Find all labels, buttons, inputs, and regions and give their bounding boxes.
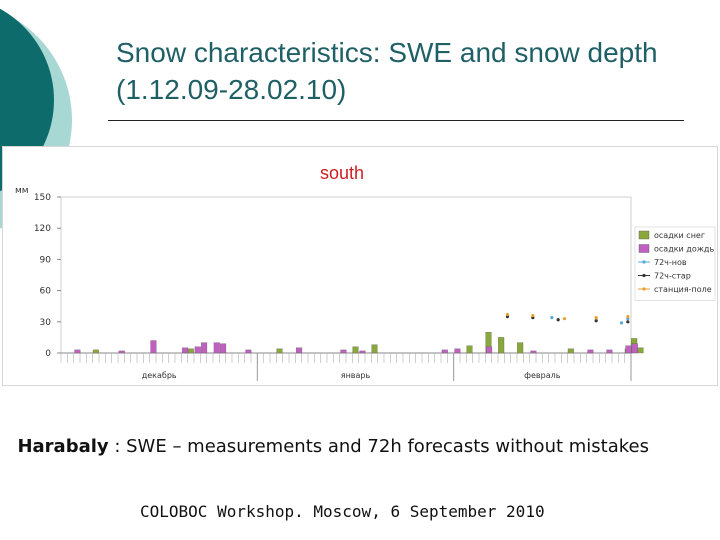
title-divider — [108, 120, 684, 121]
legend-label: 72ч-стар — [654, 272, 691, 281]
bar-8aa83a — [637, 347, 644, 354]
bar-c060c0 — [213, 342, 220, 354]
bar-c060c0 — [587, 349, 594, 354]
legend-label: осадки дождь — [654, 245, 714, 254]
bar-8aa83a — [498, 337, 505, 354]
slide-footer: COLOBOC Workshop. Moscow, 6 September 20… — [140, 502, 545, 521]
slide-caption: Harabaly : SWE – measurements and 72h fo… — [6, 434, 706, 459]
bar-8aa83a — [371, 344, 378, 354]
legend-box — [634, 226, 716, 301]
bar-c060c0 — [340, 349, 347, 354]
bar-c060c0 — [74, 349, 81, 354]
y-axis-label: мм — [15, 186, 29, 196]
bar-8aa83a — [187, 348, 194, 354]
point-marker — [505, 312, 510, 317]
point-marker — [619, 321, 624, 325]
bar-c060c0 — [625, 345, 632, 354]
x-month-label: февраль — [524, 371, 561, 380]
bar-8aa83a — [517, 342, 524, 354]
legend-marker — [642, 287, 646, 291]
chart-panel: south мм 0 30 60 90 120 150 декабрь январь февраль… — [2, 146, 718, 386]
point-marker — [594, 316, 598, 320]
point-marker — [562, 317, 567, 321]
chart-title: south — [320, 163, 364, 183]
point-marker — [556, 318, 560, 322]
bar-c060c0 — [245, 349, 252, 354]
bar-c060c0 — [631, 343, 638, 354]
bar-8aa83a — [466, 345, 473, 354]
y-tick-label: 30 — [40, 318, 52, 328]
y-tick-label: 60 — [40, 287, 52, 297]
dark-teal-arc — [0, 8, 54, 192]
legend-label: осадки снег — [654, 231, 705, 240]
bar-c060c0 — [486, 346, 493, 354]
bar-c060c0 — [359, 350, 366, 354]
bar-c060c0 — [530, 350, 537, 354]
legend-label: станция-поле — [654, 285, 712, 294]
bar-c060c0 — [194, 346, 201, 354]
legend-label: 72ч-нов — [654, 258, 687, 267]
point-marker — [594, 319, 598, 323]
bar-8aa83a — [276, 348, 283, 354]
bar-c060c0 — [220, 343, 227, 354]
bar-c060c0 — [182, 347, 189, 354]
bar-c060c0 — [454, 348, 461, 354]
bar-c060c0 — [606, 349, 613, 354]
caption-station: Harabaly — [17, 436, 109, 457]
y-tick-label: 150 — [34, 193, 51, 203]
legend-swatch — [638, 230, 650, 240]
bar-8aa83a — [352, 346, 359, 354]
x-month-label: январь — [341, 371, 371, 380]
y-tick-label: 120 — [34, 224, 51, 234]
caption-text: : SWE – measurements and 72h forecasts w… — [108, 436, 649, 457]
bar-8aa83a — [92, 349, 99, 354]
snow-chart: south мм 0 30 60 90 120 150 декабрь январь февраль… — [15, 163, 716, 381]
x-month-label: декабрь — [142, 371, 177, 380]
slide-title: Snow characteristics: SWE and snow depth… — [116, 37, 658, 105]
bar-c060c0 — [150, 340, 157, 354]
point-marker — [550, 316, 554, 320]
bar-c060c0 — [118, 350, 125, 354]
bar-c060c0 — [296, 347, 303, 354]
point-marker — [626, 315, 630, 319]
plot-area — [60, 196, 632, 354]
legend-swatch — [638, 244, 650, 253]
point-marker — [531, 313, 535, 318]
bar-c060c0 — [201, 342, 208, 354]
legend-marker — [642, 260, 646, 264]
bar-c060c0 — [441, 349, 448, 354]
legend-marker — [642, 273, 646, 278]
bar-8aa83a — [567, 348, 574, 354]
y-tick-label: 90 — [40, 255, 52, 265]
y-tick-label: 0 — [45, 349, 51, 359]
point-marker — [626, 320, 630, 324]
